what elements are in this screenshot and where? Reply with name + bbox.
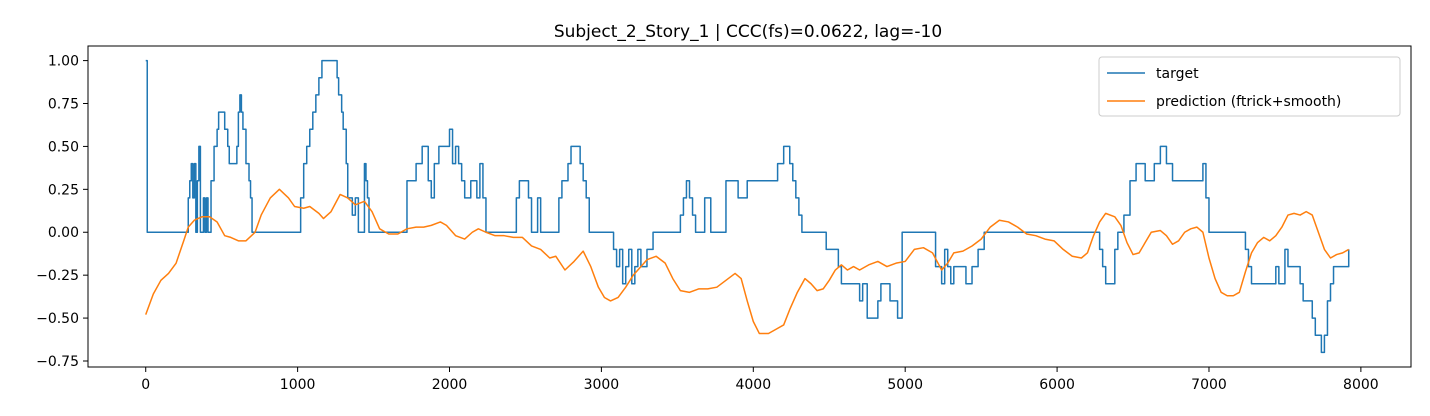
y-tick-label: 1.00 (48, 54, 79, 70)
x-tick-label: 1000 (280, 377, 316, 393)
y-tick-label: 0.50 (48, 139, 79, 155)
legend-label: prediction (ftrick+smooth) (1156, 94, 1341, 110)
y-tick-label: 0.75 (48, 97, 79, 113)
x-tick-label: 6000 (1039, 377, 1075, 393)
x-tick-label: 7000 (1191, 377, 1227, 393)
series-layer (145, 59, 1350, 354)
legend: target prediction (ftrick+smooth) (1098, 56, 1401, 117)
legend-label: target (1156, 66, 1199, 82)
y-tick-label: −0.75 (36, 354, 79, 370)
y-tick-label: −0.25 (36, 268, 79, 284)
x-tick-label: 8000 (1343, 377, 1379, 393)
legend-box (1098, 56, 1401, 117)
x-tick-label: 2000 (432, 377, 468, 393)
x-tick-label: 3000 (584, 377, 620, 393)
series-line-target (145, 59, 1350, 354)
x-tick-label: 4000 (735, 377, 771, 393)
plot-area-frame (87, 45, 1412, 368)
series-line-prediction (145, 188, 1350, 335)
y-axis: −0.75 −0.50 −0.25 0.00 0.25 0.50 0.75 1.00 (36, 54, 88, 370)
y-tick-label: −0.50 (36, 311, 79, 327)
x-tick-label: 5000 (887, 377, 923, 393)
x-tick-label: 0 (141, 377, 150, 393)
chart-title: Subject_2_Story_1 | CCC(fs)=0.0622, lag=… (554, 22, 942, 42)
y-tick-label: 0.00 (48, 225, 79, 241)
x-axis: 0 1000 2000 3000 4000 5000 6000 7000 8000 (141, 367, 1379, 393)
y-tick-label: 0.25 (48, 182, 79, 198)
